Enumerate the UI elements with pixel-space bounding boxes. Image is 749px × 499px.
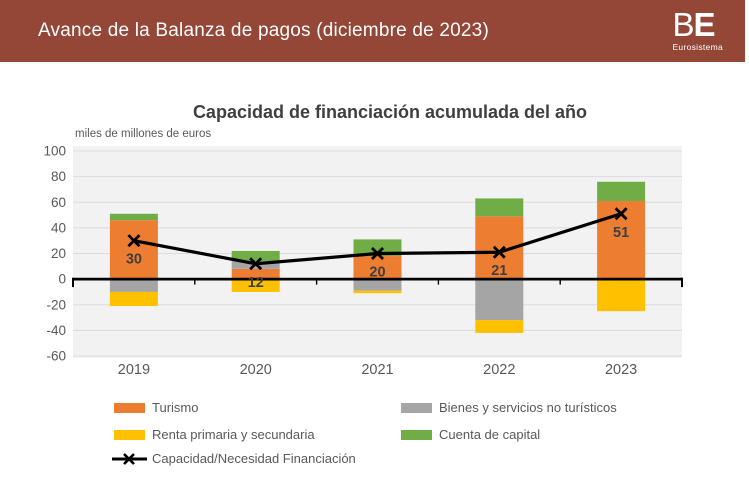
- line-marker-x-2021: [371, 247, 384, 260]
- bar-segment-2019: [109, 220, 158, 280]
- y-axis-label-100: 100: [43, 144, 66, 159]
- y-axis-label-20: 20: [51, 246, 66, 261]
- chart-title: Capacidad de financiación acumulada del …: [192, 102, 588, 122]
- y-axis-label-0: 0: [58, 272, 66, 287]
- bar-segment-2023: [597, 181, 646, 201]
- legend-item-turismo: Turismo: [114, 400, 198, 415]
- legend-line-marker-icon: [112, 452, 147, 465]
- bar-segment-2021: [353, 279, 402, 291]
- line-marker-x-2022: [492, 245, 506, 259]
- x-axis-label-2023: 2023: [605, 362, 637, 378]
- y-axis-label-80: 80: [51, 169, 66, 184]
- legend-item-bienes-servicios: Bienes y servicios no turísticos: [401, 400, 617, 415]
- y-axis-label--20: -20: [46, 297, 66, 312]
- y-axis-label-40: 40: [51, 220, 66, 235]
- line-marker-x-2019: [127, 234, 141, 248]
- bar-segment-2021: [353, 290, 402, 294]
- legend-swatch-cuenta-capital: [401, 429, 432, 440]
- data-label-2019: 30: [126, 252, 142, 268]
- legend-label: Capacidad/Necesidad Financiación: [152, 451, 356, 466]
- y-axis-label--60: -60: [46, 349, 66, 364]
- x-axis-label-2021: 2021: [361, 362, 393, 378]
- chart-units-label: miles de millones de euros: [75, 128, 212, 140]
- bar-segment-2020: [231, 250, 280, 262]
- bde-logo: BE Eurosistema: [672, 8, 723, 52]
- data-label-2023: 51: [613, 225, 629, 241]
- line-marker-x-2020: [249, 257, 263, 271]
- x-axis-label-2020: 2020: [240, 362, 272, 378]
- bar-segment-2021: [353, 256, 402, 280]
- legend-item-cuenta-capital: Cuenta de capital: [401, 427, 540, 442]
- data-label-2020: 12: [248, 275, 264, 291]
- data-label-2022: 21: [491, 263, 507, 279]
- y-axis-label--40: -40: [46, 323, 66, 338]
- legend-label: Renta primaria y secundaria: [152, 427, 315, 442]
- x-axis-label-2022: 2022: [483, 362, 515, 378]
- bde-logo-eurosistema: Eurosistema: [672, 42, 723, 52]
- legend-label: Bienes y servicios no turísticos: [439, 400, 617, 415]
- legend-item-renta: Renta primaria y secundaria: [114, 427, 315, 442]
- bar-segment-2022: [475, 198, 524, 217]
- legend-swatch-renta: [114, 429, 145, 440]
- y-axis-label-60: 60: [51, 195, 66, 210]
- x-axis-label-2019: 2019: [118, 362, 150, 378]
- legend-item-capacidad-financiacion: Capacidad/Necesidad Financiación: [111, 451, 356, 466]
- legend-label: Cuenta de capital: [439, 427, 541, 442]
- bde-logo-be: BE: [672, 6, 715, 43]
- legend-label: Turismo: [152, 400, 199, 415]
- bar-segment-2023: [597, 279, 646, 312]
- header-bar: Avance de la Balanza de pagos (diciembre…: [0, 0, 745, 62]
- bar-segment-2019: [109, 279, 158, 292]
- line-marker-x-2023: [614, 207, 628, 221]
- legend-swatch-turismo: [114, 402, 145, 413]
- bar-segment-2020: [231, 268, 280, 280]
- bar-segment-2019: [109, 213, 158, 221]
- bar-segment-2019: [109, 291, 158, 307]
- legend-swatch-bienes-servicios: [401, 402, 432, 413]
- bar-segment-2022: [475, 320, 524, 333]
- bar-segment-2020: [231, 279, 280, 292]
- data-label-2021: 20: [369, 265, 385, 281]
- page-title: Avance de la Balanza de pagos (diciembre…: [38, 20, 489, 41]
- bar-segment-2022: [475, 279, 524, 321]
